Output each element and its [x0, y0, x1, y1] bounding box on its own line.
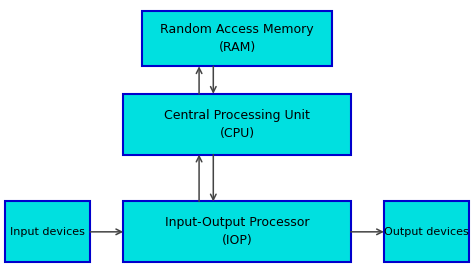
FancyBboxPatch shape: [123, 201, 351, 262]
FancyBboxPatch shape: [123, 94, 351, 155]
FancyBboxPatch shape: [142, 11, 332, 66]
Text: Central Processing Unit
(CPU): Central Processing Unit (CPU): [164, 109, 310, 140]
FancyBboxPatch shape: [384, 201, 469, 262]
Text: Input devices: Input devices: [10, 227, 85, 237]
FancyBboxPatch shape: [5, 201, 90, 262]
Text: Output devices: Output devices: [384, 227, 469, 237]
Text: Input-Output Processor
(IOP): Input-Output Processor (IOP): [165, 216, 309, 247]
Text: Random Access Memory
(RAM): Random Access Memory (RAM): [160, 23, 314, 54]
